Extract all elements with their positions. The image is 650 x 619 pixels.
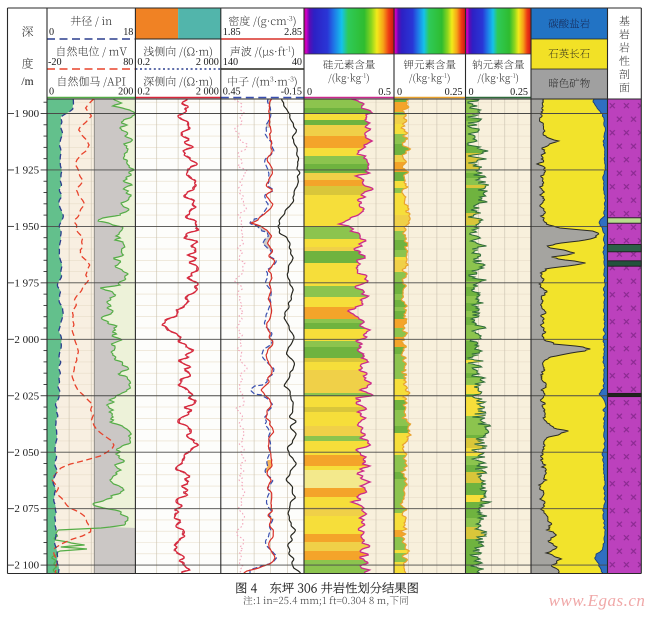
svg-text:2 025: 2 025 xyxy=(14,390,39,402)
svg-text:/m: /m xyxy=(21,76,33,88)
svg-text:2 000: 2 000 xyxy=(14,334,39,346)
svg-text:0: 0 xyxy=(397,87,402,98)
svg-text:0: 0 xyxy=(49,87,54,98)
svg-text:www.Egas.cn: www.Egas.cn xyxy=(549,591,646,610)
svg-text:-20: -20 xyxy=(48,57,62,68)
svg-text:2 100: 2 100 xyxy=(14,560,39,572)
svg-text:0.25: 0.25 xyxy=(510,87,528,98)
svg-text:140: 140 xyxy=(223,57,238,68)
svg-text:200: 200 xyxy=(118,87,133,98)
svg-text:0.2: 0.2 xyxy=(137,87,150,98)
svg-text:-0.15: -0.15 xyxy=(281,87,302,98)
svg-text:2 000: 2 000 xyxy=(196,87,219,98)
svg-text:1.85: 1.85 xyxy=(223,27,241,38)
svg-text:1 950: 1 950 xyxy=(14,221,39,233)
svg-text:40: 40 xyxy=(292,57,302,68)
svg-text:18: 18 xyxy=(123,27,133,38)
svg-text:80: 80 xyxy=(123,57,133,68)
svg-text:0: 0 xyxy=(307,87,312,98)
svg-text:1 975: 1 975 xyxy=(14,278,39,290)
svg-text:0.45: 0.45 xyxy=(223,87,241,98)
svg-text:0.5: 0.5 xyxy=(378,87,391,98)
svg-text:0: 0 xyxy=(469,87,474,98)
svg-text:2.85: 2.85 xyxy=(284,27,302,38)
svg-text:0.2: 0.2 xyxy=(137,57,150,68)
svg-text:0: 0 xyxy=(49,27,54,38)
svg-text:2 075: 2 075 xyxy=(14,503,39,515)
svg-text:1 925: 1 925 xyxy=(14,165,39,177)
svg-text:2 050: 2 050 xyxy=(14,447,39,459)
svg-text:0.25: 0.25 xyxy=(445,87,463,98)
svg-text:1 900: 1 900 xyxy=(14,108,39,120)
svg-text:2 000: 2 000 xyxy=(196,57,219,68)
